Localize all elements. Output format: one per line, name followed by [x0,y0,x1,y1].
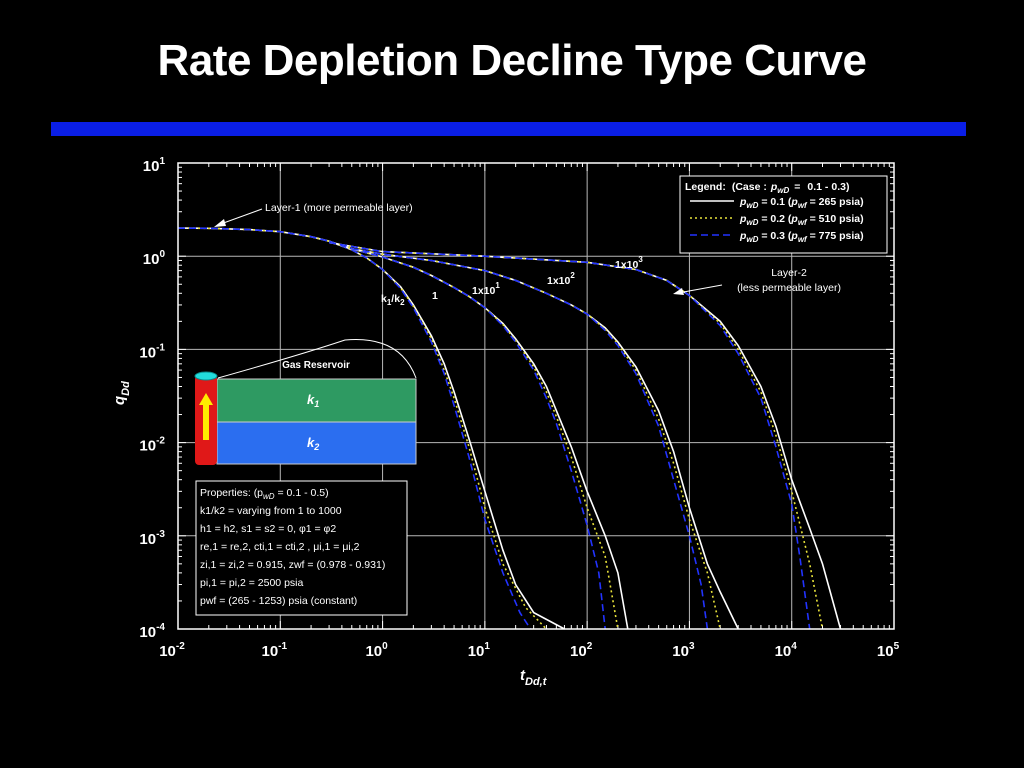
x-tick-label: 100 [365,641,388,660]
curve-label-1: 1 [432,290,438,302]
y-tick-label: 10-1 [139,342,165,361]
properties-title: Properties: (pwD = 0.1 - 0.5) [200,487,329,501]
property-line: pwf = (265 - 1253) psia (constant) [200,595,357,607]
flow-arrow-shaft [203,404,209,440]
title-accent-bar [51,122,966,136]
legend: Legend: (Case : pwD = 0.1 - 0.3) pwD = 0.1 (… [679,175,888,254]
property-line: k1/k2 = varying from 1 to 1000 [200,505,342,517]
slide-title: Rate Depletion Decline Type Curve [157,36,867,85]
layer2-arrow [677,284,723,294]
x-tick-label: 10-1 [261,641,287,660]
x-tick-label: 102 [570,641,593,660]
properties-frame [195,480,408,616]
curve-label-10: 1x101 [472,281,500,297]
y-tick-label: 10-4 [139,622,165,641]
gas-reservoir-callout [217,338,417,379]
y-tick-label: 100 [143,249,166,268]
x-tick-label: 101 [468,641,491,660]
curve-pwD_0-1 [177,227,565,630]
x-tick-labels: 10-2 10-1 100 101 102 103 104 105 [159,641,899,660]
legend-box [679,175,888,254]
legend-header: Legend: (Case : pwD = 0.1 - 0.3) [685,181,849,195]
layer1-annotation: Layer-1 (more permeable layer) [265,202,413,214]
x-axis-title: tDd,t [520,667,548,688]
y-tick-label: 10-2 [139,436,165,455]
layer1-block [216,378,417,423]
annotations: Layer-1 (more permeable layer) Layer-2 (… [214,202,841,307]
k1k2-label: k1/k2 [381,293,405,307]
curve-label-100: 1x102 [547,271,575,287]
layer2-annotation-line2: (less permeable layer) [737,282,841,294]
legend-entry-label: pwD = 0.2 (pwf = 510 psia) [739,213,864,227]
legend-entry-label: pwD = 0.1 (pwf = 265 psia) [739,196,864,210]
properties-box: Properties: (pwD = 0.1 - 0.5) k1/k2 = va… [195,480,408,616]
x-tick-label: 103 [672,641,695,660]
gas-reservoir-label: Gas Reservoir [282,360,350,371]
layer2-arrowhead [673,288,684,295]
x-tick-label: 105 [877,641,900,660]
curve-pwD_0-2 [351,248,721,630]
curve-pwD_0-3 [328,240,606,630]
property-line: pi,1 = pi,2 = 2500 psia [200,577,303,589]
layer1-arrowhead [214,219,226,227]
y-tick-label: 10-3 [139,529,165,548]
layer2-annotation-line1: Layer-2 [771,267,807,279]
y-tick-label: 101 [143,156,166,175]
curve-pwD_0-3 [351,248,709,630]
layer2-block [216,421,417,465]
layer1-k-label: k1 [307,392,319,409]
x-tick-label: 104 [775,641,798,660]
curve-pwD_0-3 [177,227,532,630]
plot-frame [177,162,895,630]
x-tick-label: 10-2 [159,641,185,660]
curve-pwD_0-3 [328,241,811,630]
curve-pwD_0-2 [177,227,547,630]
flow-arrow-head [199,393,213,405]
curve-label-1000: 1x103 [615,255,643,271]
curves [177,227,842,630]
y-axis-title: qDd [111,381,132,405]
y-tick-labels: 101 100 10-1 10-2 10-3 10-4 [139,156,165,641]
property-line: zi,1 = zi,2 = 0.915, zwf = (0.978 - 0.93… [200,559,385,571]
layer2-k-label: k2 [307,435,319,452]
reservoir-diagram: Gas Reservoir k1 k2 [194,338,417,465]
curve-pwD_0-2 [328,240,619,630]
layer1-arrow [217,208,263,226]
property-line: re,1 = re,2, cti,1 = cti,2 , μi,1 = μi,2 [200,541,360,553]
property-line: h1 = h2, s1 = s2 = 0, φ1 = φ2 [200,523,336,535]
legend-entry-label: pwD = 0.3 (pwf = 775 psia) [739,230,864,244]
wellbore-top [194,371,218,381]
